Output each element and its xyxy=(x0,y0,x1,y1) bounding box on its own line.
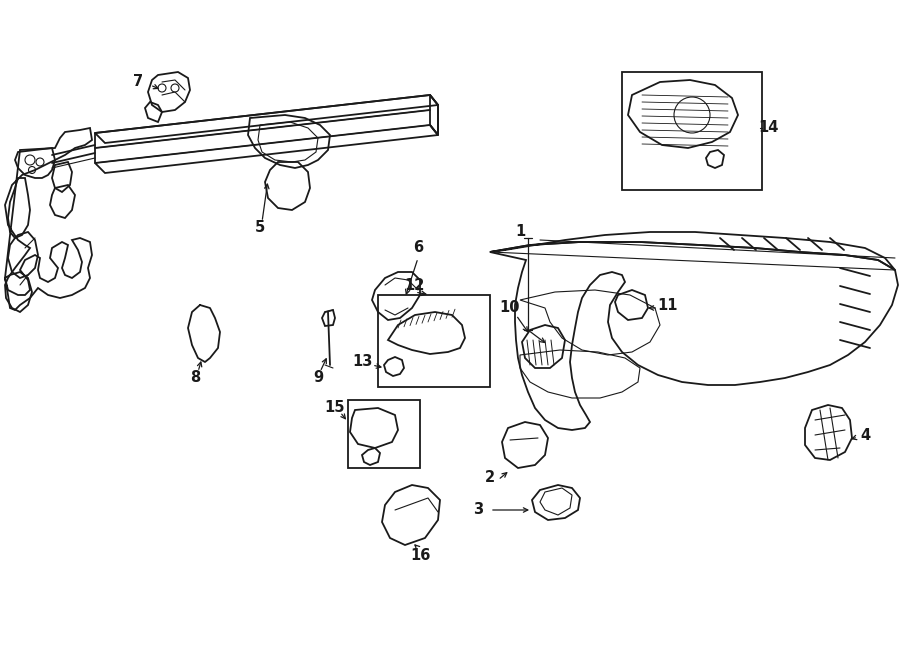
Text: 3: 3 xyxy=(472,502,483,518)
Bar xyxy=(378,295,490,387)
Text: 2: 2 xyxy=(485,471,495,485)
Text: 9: 9 xyxy=(313,371,323,385)
Text: 4: 4 xyxy=(860,428,870,442)
Text: 15: 15 xyxy=(325,401,346,416)
Text: 12: 12 xyxy=(405,278,425,293)
Text: 5: 5 xyxy=(255,221,266,235)
Text: 7: 7 xyxy=(133,75,143,89)
Text: 14: 14 xyxy=(758,120,778,136)
Text: 11: 11 xyxy=(658,297,679,313)
Text: 1: 1 xyxy=(515,225,525,239)
Text: 13: 13 xyxy=(352,354,373,369)
Bar xyxy=(348,400,420,468)
Text: 16: 16 xyxy=(410,547,430,563)
Bar xyxy=(622,72,762,190)
Text: 8: 8 xyxy=(190,371,200,385)
Text: 10: 10 xyxy=(500,301,520,315)
Text: 6: 6 xyxy=(413,241,423,256)
